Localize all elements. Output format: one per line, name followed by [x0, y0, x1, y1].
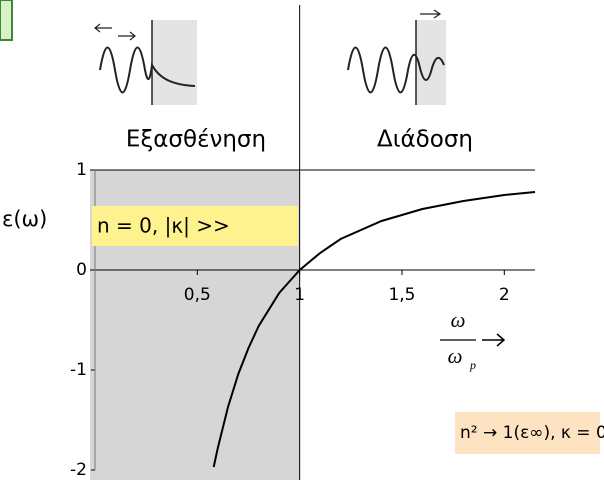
y-tick-label: 0	[76, 260, 87, 280]
y-tick-label: -1	[70, 360, 87, 380]
x-tick-label: 0,5	[184, 285, 211, 305]
y-axis-label: ε(ω)	[2, 207, 47, 231]
chart: ω ω p 10-1-20,511,52ΕξασθένησηΔιάδοσηε(ω…	[0, 0, 604, 485]
x-label-numerator: ω	[451, 308, 466, 332]
x-label-subscript: p	[469, 358, 476, 372]
x-tick-label: 1,5	[388, 285, 415, 305]
attenuation-icon	[95, 20, 197, 105]
annotation: n² → 1(ε∞), κ = 0	[460, 423, 604, 443]
annotation: n = 0, |κ| >>	[97, 214, 230, 238]
region-label: Εξασθένηση	[126, 127, 266, 153]
x-tick-label: 2	[499, 285, 510, 305]
propagation-icon	[348, 10, 446, 105]
corner-box	[0, 0, 12, 40]
y-tick-label: 1	[76, 160, 87, 180]
x-label-denominator: ω	[448, 344, 463, 368]
region-label: Διάδοση	[377, 127, 473, 153]
x-arrow	[482, 334, 504, 346]
y-tick-label: -2	[70, 460, 87, 480]
